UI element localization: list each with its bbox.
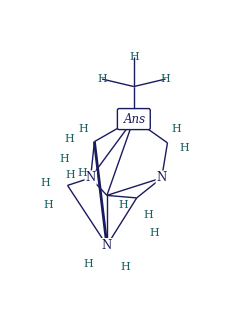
Text: Ans: Ans (124, 112, 146, 125)
Text: H: H (143, 210, 153, 220)
Text: N: N (156, 171, 167, 184)
Text: H: H (60, 154, 69, 164)
Text: H: H (161, 74, 170, 84)
Text: H: H (129, 52, 139, 61)
Text: H: H (40, 178, 50, 188)
Text: H: H (77, 168, 87, 178)
Text: H: H (120, 262, 130, 272)
Text: H: H (149, 228, 159, 238)
FancyBboxPatch shape (117, 109, 150, 130)
Text: H: H (84, 259, 93, 269)
Text: H: H (64, 134, 74, 144)
Text: H: H (180, 143, 190, 153)
Text: H: H (65, 170, 75, 180)
Text: H: H (78, 124, 88, 134)
Text: H: H (171, 124, 181, 134)
Text: N: N (86, 171, 96, 184)
Text: H: H (43, 201, 53, 210)
Text: H: H (118, 201, 128, 210)
Text: N: N (102, 239, 112, 252)
Text: H: H (97, 74, 107, 84)
